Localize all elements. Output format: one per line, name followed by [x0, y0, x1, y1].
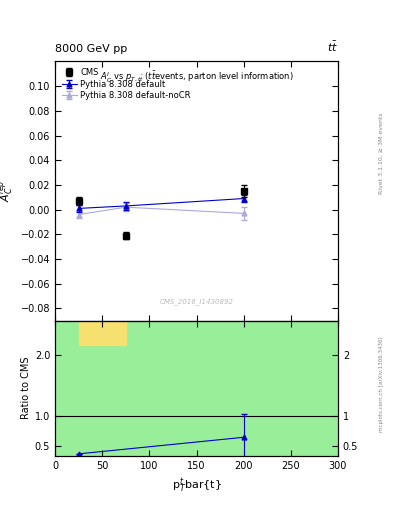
- Text: CMS_2016_I1430892: CMS_2016_I1430892: [160, 298, 233, 305]
- Text: mcplots.cern.ch [arXiv:1306.3436]: mcplots.cern.ch [arXiv:1306.3436]: [379, 336, 384, 432]
- Text: $A_C^l$ vs $p_{T,t\bar{t}}$ ($t\bar{t}$events, parton level information): $A_C^l$ vs $p_{T,t\bar{t}}$ ($t\bar{t}$e…: [99, 69, 294, 84]
- Y-axis label: Ratio to CMS: Ratio to CMS: [20, 357, 31, 419]
- Legend: CMS, Pythia 8.308 default, Pythia 8.308 default-noCR: CMS, Pythia 8.308 default, Pythia 8.308 …: [59, 66, 193, 102]
- X-axis label: p$_T^t$bar{t}: p$_T^t$bar{t}: [172, 476, 221, 495]
- Y-axis label: $A_C^{lep}$: $A_C^{lep}$: [0, 180, 17, 202]
- Text: $t\bar{t}$: $t\bar{t}$: [327, 39, 338, 54]
- Text: 8000 GeV pp: 8000 GeV pp: [55, 44, 127, 54]
- Text: Rivet 3.1.10, ≥ 3M events: Rivet 3.1.10, ≥ 3M events: [379, 113, 384, 195]
